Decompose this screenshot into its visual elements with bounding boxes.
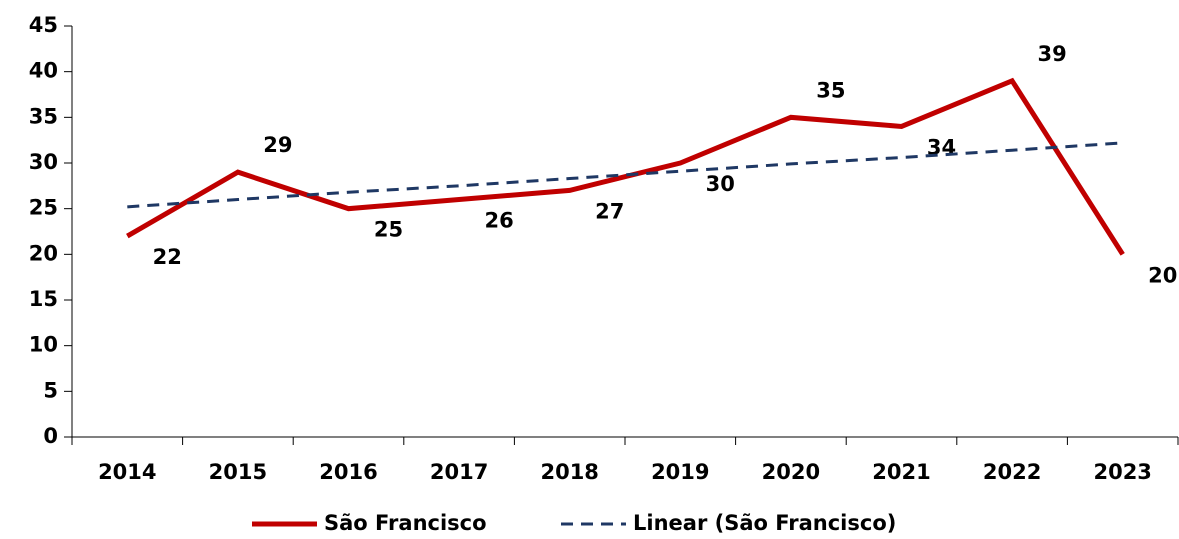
legend-label: São Francisco: [324, 511, 487, 535]
x-tick-label: 2022: [983, 460, 1041, 484]
data-line: [126, 77, 1125, 256]
y-tick-label: 30: [29, 150, 58, 174]
data-label: 25: [374, 218, 403, 242]
y-tick-label: 0: [43, 424, 58, 448]
x-tick-label: 2014: [98, 460, 156, 484]
data-label: 26: [484, 209, 513, 233]
y-tick-label: 45: [29, 13, 58, 37]
x-tick-label: 2016: [319, 460, 377, 484]
data-label: 29: [263, 133, 292, 157]
x-tick-label: 2017: [430, 460, 488, 484]
y-tick-label: 35: [29, 104, 58, 128]
x-tick-label: 2020: [762, 460, 820, 484]
x-tick-label: 2018: [540, 460, 598, 484]
x-tick-label: 2021: [872, 460, 930, 484]
y-tick-label: 5: [43, 378, 58, 402]
data-label: 39: [1037, 42, 1066, 66]
data-label: 20: [1148, 263, 1177, 287]
x-tick-label: 2023: [1093, 460, 1151, 484]
y-tick-label: 15: [29, 287, 58, 311]
legend-label: Linear (São Francisco): [633, 511, 896, 535]
trend-line: [127, 141, 1123, 209]
data-label: 22: [153, 245, 182, 269]
y-tick-label: 20: [29, 241, 58, 265]
data-label: 27: [595, 199, 624, 223]
x-tick-label: 2015: [209, 460, 267, 484]
data-label: 35: [816, 78, 845, 102]
data-label: 30: [706, 172, 735, 196]
x-tick-label: 2019: [651, 460, 709, 484]
y-tick-label: 25: [29, 196, 58, 220]
y-tick-label: 40: [29, 59, 58, 83]
y-tick-label: 10: [29, 333, 58, 357]
